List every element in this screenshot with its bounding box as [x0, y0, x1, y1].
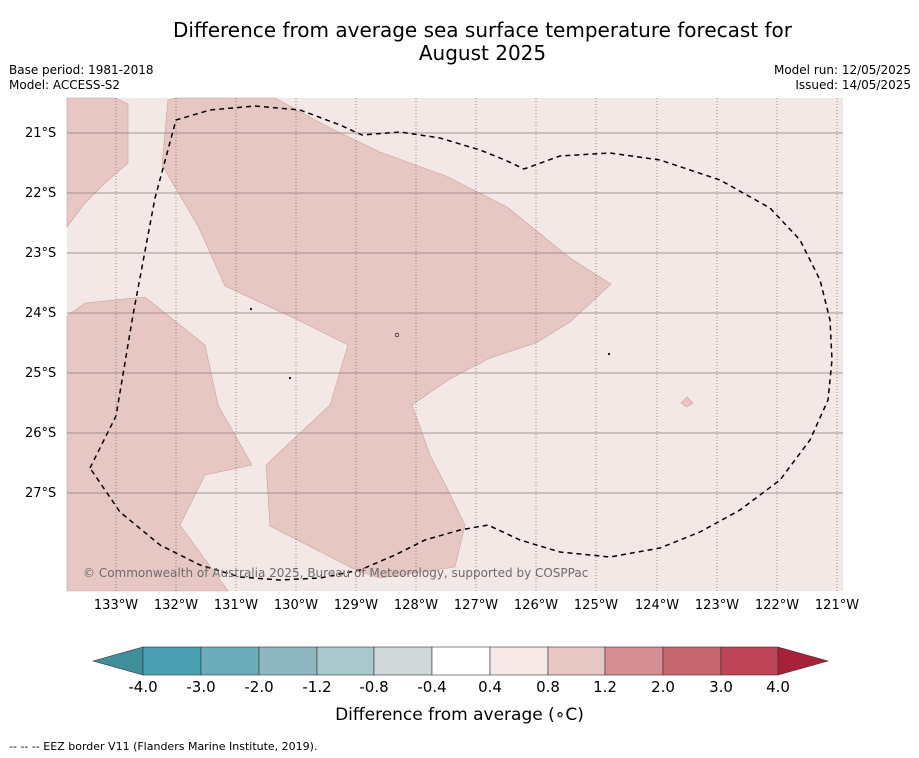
longitude-gridlines: [115, 98, 838, 591]
colorbar-segment: [604, 646, 664, 676]
latitude-gridlines: [67, 132, 843, 494]
eez-border: [89, 105, 833, 581]
lat-label: 27°S: [25, 486, 57, 501]
lat-label: 22°S: [25, 186, 57, 201]
colorbar-segment: [547, 646, 606, 676]
anomaly-patches: [66, 97, 694, 592]
island-markers: [249, 307, 611, 380]
lon-label: 125°W: [573, 598, 619, 613]
eez-footnote: -- -- -- EEZ border V11 (Flanders Marine…: [9, 740, 318, 753]
colorbar-tick-label: 0.4: [478, 678, 502, 696]
island-marker: [394, 332, 400, 338]
colorbar: [91, 646, 830, 676]
colorbar-tick-label: -4.0: [128, 678, 158, 696]
colorbar-segment: [662, 646, 722, 676]
colorbar-tick-label: -0.8: [359, 678, 389, 696]
metadata-right: Model run: 12/05/2025 Issued: 14/05/2025: [774, 63, 911, 93]
lon-label: 121°W: [814, 598, 860, 613]
lat-label: 26°S: [25, 426, 57, 441]
colorbar-tick-label: -3.0: [186, 678, 216, 696]
colorbar-segment: [431, 646, 491, 676]
colorbar-tick-label: 2.0: [651, 678, 675, 696]
metadata-left: Base period: 1981-2018 Model: ACCESS-S2: [9, 63, 154, 93]
lon-label: 126°W: [513, 598, 559, 613]
colorbar-segment: [373, 646, 433, 676]
colorbar-tick-label: 3.0: [709, 678, 733, 696]
anomaly-patch-central: [161, 97, 612, 579]
colorbar-tick-label: -0.4: [417, 678, 447, 696]
colorbar-segment: [258, 646, 318, 676]
colorbar-tick-label: 0.8: [536, 678, 560, 696]
colorbar-segment: [720, 646, 779, 676]
title-line-2: August 2025: [418, 41, 547, 65]
colorbar-segment: [489, 646, 549, 676]
lon-label: 132°W: [153, 598, 199, 613]
lon-label: 123°W: [694, 598, 740, 613]
model-text: Model: ACCESS-S2: [9, 78, 121, 92]
lon-label: 127°W: [453, 598, 499, 613]
base-period-text: Base period: 1981-2018: [9, 63, 154, 77]
colorbar-low-extend: [91, 646, 144, 676]
chart-title: Difference from average sea surface temp…: [110, 19, 855, 65]
model-run-text: Model run: 12/05/2025: [773, 63, 911, 77]
lon-label: 128°W: [393, 598, 439, 613]
colorbar-segment: [200, 646, 260, 676]
island-marker: [288, 376, 292, 380]
colorbar-high-extend: [777, 646, 830, 676]
lon-label: 130°W: [273, 598, 319, 613]
anomaly-patch-small: [680, 396, 694, 408]
colorbar-segment: [142, 646, 202, 676]
colorbar-segment: [316, 646, 375, 676]
anomaly-patch-northwest: [66, 97, 129, 228]
colorbar-tick-label: 1.2: [593, 678, 617, 696]
copyright-text: © Commonwealth of Australia 2025, Bureau…: [83, 566, 589, 580]
colorbar-tick-label: -2.0: [244, 678, 274, 696]
lon-label: 124°W: [634, 598, 680, 613]
colorbar-tick-label: -1.2: [302, 678, 332, 696]
lon-label: 133°W: [93, 598, 139, 613]
lon-label: 131°W: [213, 598, 259, 613]
lon-label: 122°W: [754, 598, 800, 613]
anomaly-patch-southwest: [66, 296, 253, 592]
island-marker: [249, 307, 253, 311]
lat-label: 25°S: [25, 366, 57, 381]
lon-label: 129°W: [333, 598, 379, 613]
title-line-1: Difference from average sea surface temp…: [172, 18, 792, 42]
lat-label: 21°S: [25, 126, 57, 141]
lat-label: 23°S: [25, 246, 57, 261]
issued-text: Issued: 14/05/2025: [795, 78, 911, 92]
island-marker: [607, 352, 611, 356]
colorbar-title: Difference from average (∘C): [335, 705, 584, 725]
colorbar-tick-label: 4.0: [766, 678, 790, 696]
lat-label: 24°S: [25, 306, 57, 321]
